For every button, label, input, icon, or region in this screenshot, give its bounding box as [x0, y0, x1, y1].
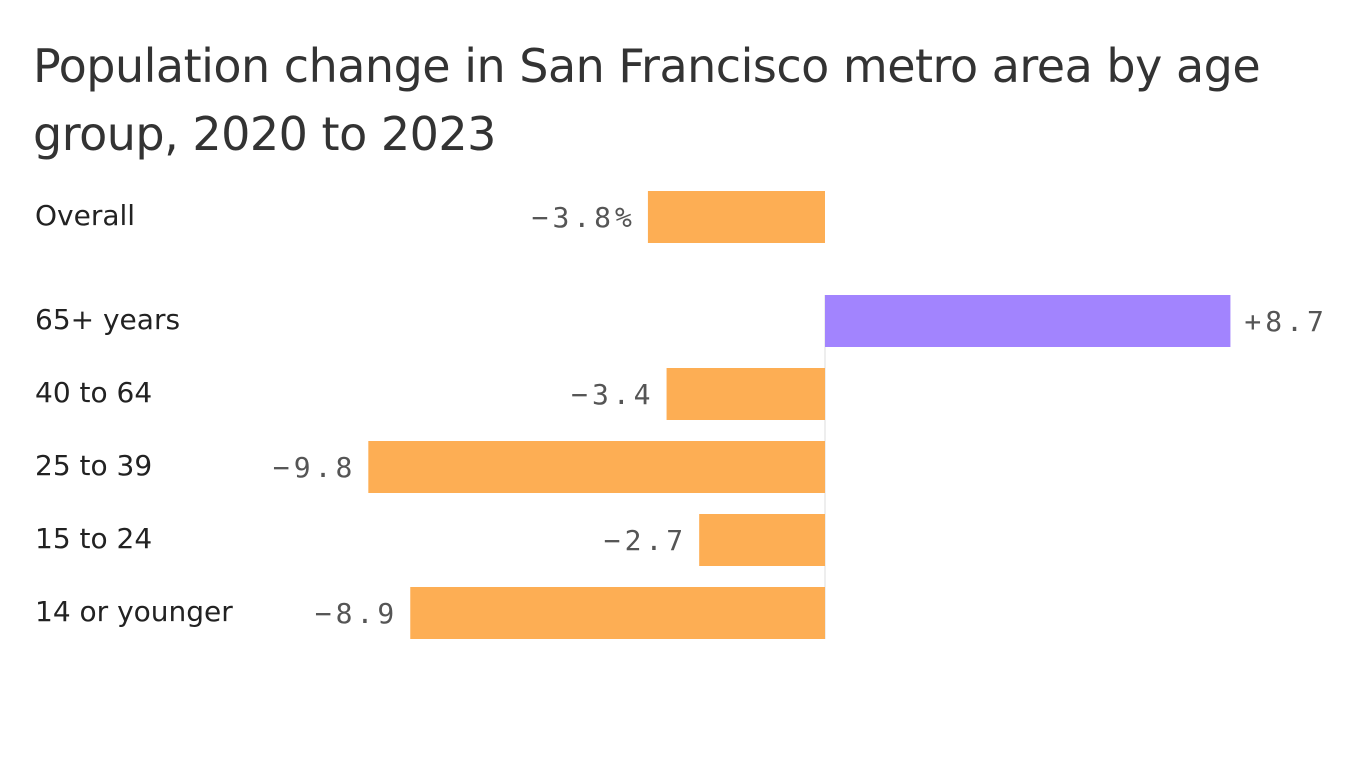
category-label-14-or-younger: 14 or younger [35, 595, 233, 628]
bar-25-to-39 [368, 441, 825, 493]
bar-40-to-64 [666, 368, 825, 420]
value-label-65-years: +8.7 [1244, 305, 1327, 338]
chart-title: Population change in San Francisco metro… [33, 39, 1261, 161]
category-label-40-to-64: 40 to 64 [35, 376, 152, 409]
bar-overall [647, 191, 825, 243]
category-label-15-to-24: 15 to 24 [35, 522, 152, 555]
value-label-15-to-24: −2.7 [604, 524, 687, 557]
bar-65-years [825, 295, 1231, 347]
category-label-25-to-39: 25 to 39 [35, 449, 152, 482]
bar-15-to-24 [699, 514, 825, 566]
value-label-14-or-younger: −8.9 [315, 597, 398, 630]
bars: Overall −3.8% 65+ years +8.7 40 to 64 −3.4 25 … [35, 191, 1327, 639]
value-label-25-to-39: −9.8 [273, 451, 356, 484]
value-label-overall: −3.8% [532, 201, 636, 234]
category-label-overall: Overall [35, 199, 135, 232]
bar-14-or-younger [410, 587, 825, 639]
value-label-40-to-64: −3.4 [571, 378, 654, 411]
category-label-65-years: 65+ years [35, 303, 180, 336]
